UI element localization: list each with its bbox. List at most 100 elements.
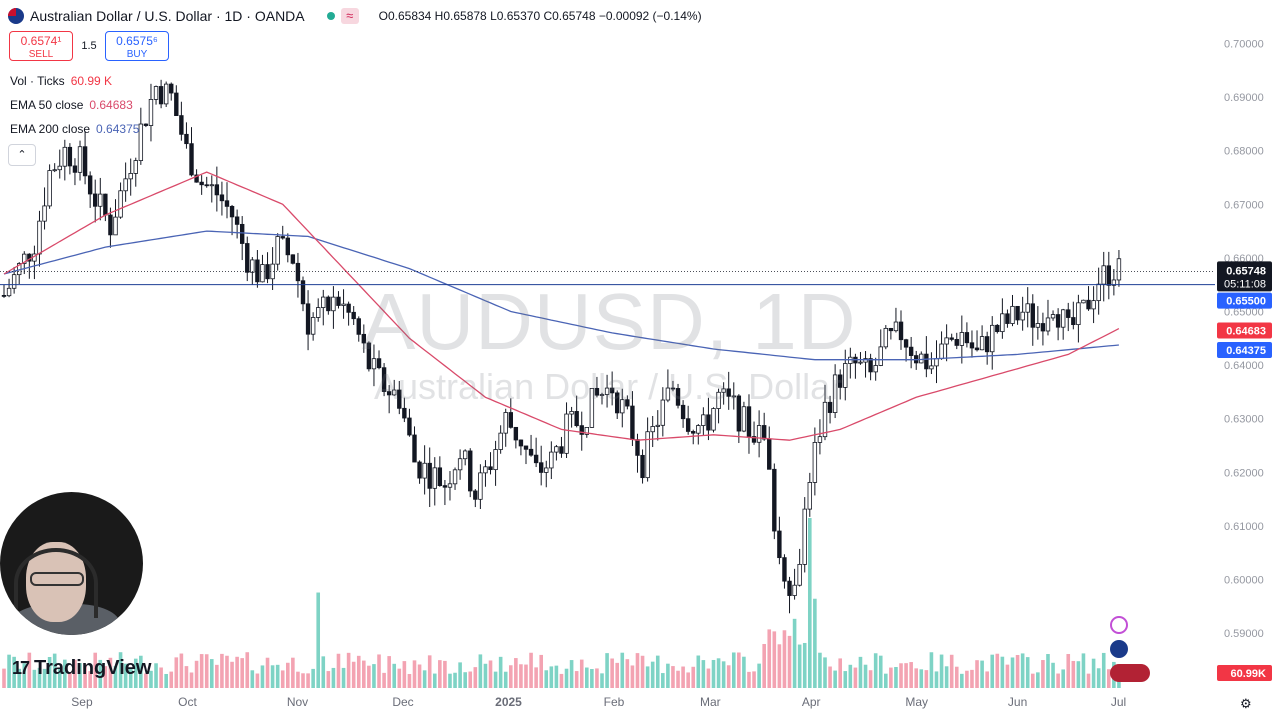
candle-body (554, 446, 559, 453)
candle-body (858, 361, 863, 364)
volume-bar (676, 670, 680, 688)
legend-ema50[interactable]: EMA 50 close 0.64683 (10, 98, 133, 112)
volume-bar (924, 670, 929, 688)
candle-body (1076, 302, 1081, 326)
legend-ema200[interactable]: EMA 200 close 0.64375 (10, 122, 139, 136)
volume-bar (813, 598, 817, 688)
candle-body (939, 343, 944, 360)
volume-bar (245, 652, 250, 688)
volume-bar (149, 670, 153, 688)
candle-body (224, 200, 230, 207)
last-price-tag-bg (1217, 261, 1272, 292)
volume-bar (772, 631, 777, 688)
volume-bar (296, 671, 300, 688)
volume-bar (184, 666, 189, 688)
candle-body (118, 190, 123, 218)
watermark-name: Australian Dollar / U.S. Dollar (374, 366, 843, 407)
candle-body (777, 530, 782, 559)
candle-body (559, 446, 564, 454)
candle-body (209, 184, 214, 187)
sell-button[interactable]: 0.6574¹ SELL (9, 31, 73, 61)
volume-bar (524, 664, 528, 688)
candle-body (1035, 323, 1041, 328)
volume-bar (311, 668, 315, 688)
candle-body (346, 303, 351, 313)
volume-bar (52, 653, 57, 688)
volume-bar (742, 656, 746, 688)
candle-body (944, 337, 949, 345)
volume-bar (544, 670, 549, 688)
candle-body (1020, 311, 1025, 321)
collapse-legend-button[interactable]: ⌃ (8, 144, 36, 166)
candle-body (731, 395, 736, 398)
candle-body (483, 466, 488, 474)
volume-bar (458, 662, 462, 688)
candle-body (650, 426, 655, 433)
volume-bar (73, 659, 77, 688)
candle-body (802, 508, 807, 565)
volume-bar (498, 656, 503, 688)
volume-bar (139, 655, 143, 688)
volume-bar (615, 662, 620, 688)
volume-bar (721, 661, 726, 688)
volume-bar (144, 673, 148, 688)
legend-volume[interactable]: Vol · Ticks 60.99 K (10, 74, 112, 88)
candle-body (72, 165, 78, 173)
volume-bar (797, 644, 802, 688)
volume-bar (1015, 654, 1020, 688)
candle-body (701, 414, 706, 426)
candle-body (817, 436, 823, 443)
candle-body (1116, 258, 1122, 281)
us-flag-icon[interactable] (1110, 664, 1150, 682)
volume-bar (873, 653, 878, 688)
volume-bar (377, 654, 381, 688)
candle-body (716, 391, 721, 409)
volume-bar (585, 667, 589, 688)
y-tick-label: 0.70000 (1224, 38, 1264, 50)
volume-bar (1041, 660, 1045, 688)
volume-bar (159, 667, 163, 688)
volume-bar (960, 673, 964, 688)
volume-bar (595, 668, 599, 688)
volume-bar (701, 660, 706, 688)
volume-bar (985, 671, 989, 688)
volume-bar (78, 663, 82, 688)
volume-bar (691, 666, 696, 688)
tradingview-logo[interactable]: 17 TradingView (12, 657, 151, 680)
candle-body (432, 467, 437, 489)
candle-body (893, 321, 899, 332)
y-tick-label: 0.60000 (1224, 575, 1264, 587)
candle-body (442, 485, 448, 488)
volume-bar (1101, 652, 1106, 688)
volume-bar (291, 657, 295, 688)
volume-bar (493, 671, 498, 688)
volume-bar (103, 666, 108, 688)
symbol-title[interactable]: Australian Dollar / U.S. Dollar · 1D · O… (30, 8, 305, 24)
volume-bar (164, 673, 168, 688)
volume-bar (904, 663, 908, 688)
settings-gear-icon[interactable]: ⚙ (1240, 696, 1252, 711)
candle-body (98, 193, 103, 207)
lightning-icon[interactable] (1110, 616, 1128, 634)
volume-bar (944, 666, 949, 688)
wave-icon[interactable]: ≈ (340, 8, 359, 24)
candle-body (645, 431, 650, 479)
volume-bar (301, 673, 305, 688)
candle-body (285, 237, 291, 256)
candle-body (812, 442, 818, 483)
watermark-symbol: AUDUSD, 1D (362, 277, 857, 366)
indicator-icons (1110, 616, 1150, 688)
au-flag-icon[interactable] (1110, 640, 1128, 658)
buy-button[interactable]: 0.6575⁶ BUY (105, 31, 169, 61)
candle-body (275, 236, 280, 265)
volume-bar (747, 671, 751, 688)
volume-bar (929, 652, 934, 688)
volume-bar (529, 652, 533, 688)
volume-bar (372, 664, 376, 688)
volume-bar (645, 666, 650, 688)
candle-body (564, 413, 569, 454)
ema200-line (3, 230, 1119, 361)
volume-bar (787, 635, 792, 688)
volume-bar (671, 666, 675, 688)
